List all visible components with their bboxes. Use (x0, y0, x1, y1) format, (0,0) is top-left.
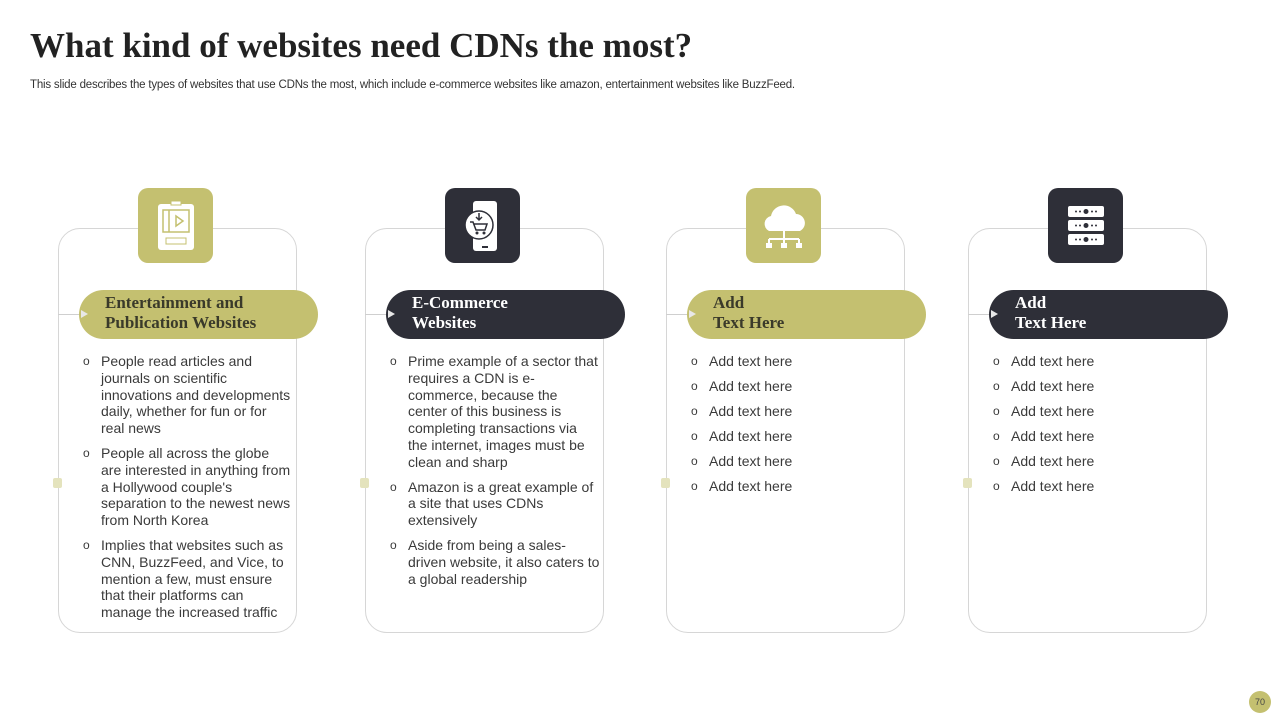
bullet-item: People all across the globe are interest… (83, 445, 293, 529)
connector-line (365, 314, 387, 315)
heading-line-2: Websites (412, 313, 477, 332)
bullet-item: Add text here (993, 403, 1203, 420)
bullet-item: Add text here (993, 353, 1203, 370)
heading-line-2: Publication Websites (105, 313, 257, 332)
arrow-icon (81, 310, 88, 318)
page-number: 70 (1249, 691, 1271, 713)
heading-line-1: Add (713, 293, 745, 312)
heading-line-1: Add (1015, 293, 1047, 312)
heading-line-2: Text Here (713, 313, 785, 332)
bullet-item: Amazon is a great example of a site that… (390, 479, 600, 529)
slide-title: What kind of websites need CDNs the most… (30, 26, 693, 65)
bullet-list: Add text here Add text here Add text here A… (691, 353, 901, 503)
bullet-item: Prime example of a sector that requires … (390, 353, 600, 471)
server-icon (1048, 188, 1123, 263)
bullet-item: Add text here (993, 428, 1203, 445)
bullet-item: Add text here (691, 428, 901, 445)
bullet-item: Add text here (691, 403, 901, 420)
arrow-icon (388, 310, 395, 318)
card-heading: Add Text Here (687, 290, 926, 339)
slide-subtitle: This slide describes the types of websit… (30, 79, 795, 91)
bullet-list: Prime example of a sector that requires … (390, 353, 600, 595)
timeline-marker (661, 478, 670, 488)
bullet-list: People read articles and journals on sci… (83, 353, 293, 629)
mobile-shopping-cart-icon (445, 188, 520, 263)
heading-line-2: Text Here (1015, 313, 1087, 332)
cloud-network-icon (746, 188, 821, 263)
bullet-item: Implies that websites such as CNN, BuzzF… (83, 537, 293, 621)
bullet-item: Add text here (993, 478, 1203, 495)
timeline-marker (360, 478, 369, 488)
timeline-marker (963, 478, 972, 488)
card-heading: Entertainment and Publication Websites (79, 290, 318, 339)
connector-line (968, 314, 990, 315)
tablet-video-icon (138, 188, 213, 263)
bullet-list: Add text here Add text here Add text here A… (993, 353, 1203, 503)
heading-line-1: Entertainment and (105, 293, 244, 312)
card-heading: Add Text Here (989, 290, 1228, 339)
bullet-item: Add text here (691, 478, 901, 495)
heading-line-1: E-Commerce (412, 293, 508, 312)
bullet-item: Add text here (691, 453, 901, 470)
card-heading: E-Commerce Websites (386, 290, 625, 339)
bullet-item: Add text here (691, 378, 901, 395)
bullet-item: Aside from being a sales-driven website,… (390, 537, 600, 587)
connector-line (58, 314, 80, 315)
bullet-item: Add text here (993, 453, 1203, 470)
bullet-item: People read articles and journals on sci… (83, 353, 293, 437)
connector-line (666, 314, 688, 315)
bullet-item: Add text here (691, 353, 901, 370)
arrow-icon (689, 310, 696, 318)
timeline-marker (53, 478, 62, 488)
arrow-icon (991, 310, 998, 318)
bullet-item: Add text here (993, 378, 1203, 395)
